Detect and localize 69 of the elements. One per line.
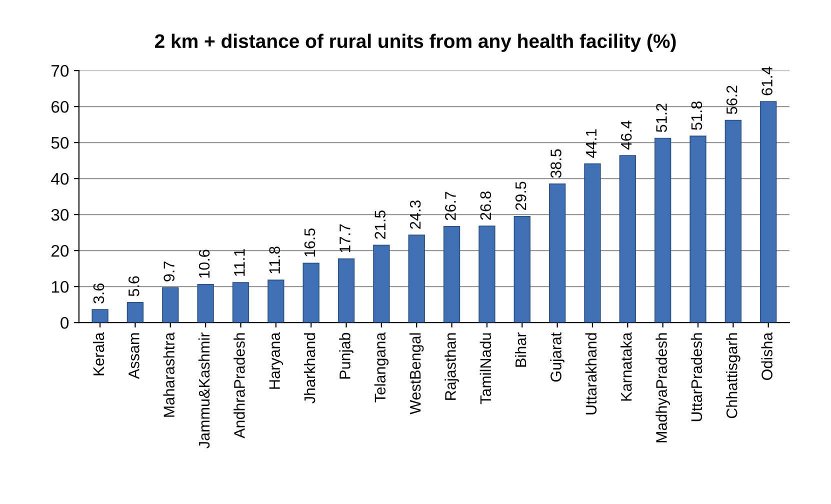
bar [338,258,355,323]
data-label: 17.7 [340,224,350,252]
data-label: 5.6 [128,276,140,296]
y-tick-label: 70 [52,64,69,77]
data-label: 26.7 [445,192,456,220]
x-tick-label: Uttarakhand [585,333,597,414]
data-label: 24.3 [410,200,421,229]
y-tick-label: 60 [52,100,69,113]
bar [92,309,108,323]
bar [724,120,742,323]
bar [514,216,530,323]
x-tick-label: WestBengal [409,333,424,414]
bar [619,155,636,323]
y-tick-label: 50 [51,136,69,149]
data-label: 3.6 [93,283,104,304]
data-label: 9.7 [164,262,174,282]
bar [443,226,460,323]
data-label: 26.8 [480,191,492,220]
bar [126,302,144,323]
chart-title: 2 km + distance of rural units from any health facility (%) [154,34,676,52]
y-tick-label: 10 [52,280,69,293]
x-tick-label: Punjab [339,332,354,379]
bar [268,280,284,323]
bar [373,244,390,323]
bar [478,226,496,323]
y-tick-label: 30 [51,208,69,221]
data-label: 16.5 [304,228,316,256]
x-tick-label: UttarPradesh [690,333,702,422]
data-label: 29.5 [515,182,526,210]
y-tick-label: 0 [60,316,69,329]
data-label: 56.2 [726,86,738,114]
x-tick-label: Kerala [92,332,104,376]
data-label: 11.8 [269,246,280,274]
x-tick-label: Jammu&Kashmir [198,332,210,448]
x-tick-label: Odisha [761,332,772,380]
x-tick-label: TamilNadu [480,333,492,404]
bar [584,163,601,323]
x-tick-label: Jharkhand [304,333,316,404]
data-label: 51.8 [691,101,702,130]
bar [302,262,320,323]
bar [232,282,250,323]
data-label: 21.5 [374,210,386,239]
bar [197,284,214,323]
data-label: 46.4 [620,120,632,150]
bar [654,138,672,323]
bar [408,234,425,323]
y-tick-label: 40 [51,172,69,185]
x-tick-label: Bihar [515,332,526,367]
data-label: 38.5 [550,149,562,178]
x-tick-label: Haryana [269,332,284,389]
x-tick-label: Rajasthan [444,333,459,400]
y-tick-label: 20 [52,244,69,257]
x-tick-label: Karnataka [620,332,632,401]
data-label: 10.6 [198,250,210,278]
bar [760,101,777,323]
x-tick-label: MadhyaPradesh [656,333,670,442]
x-tick-label: Maharashtra [163,332,174,417]
data-label: 51.2 [656,104,667,132]
x-tick-label: Gujarat [550,332,564,382]
data-label: 11.1 [234,249,245,276]
x-tick-label: AndhraPradesh [234,333,245,438]
x-tick-label: Telangana [374,332,389,402]
bar [690,136,706,323]
bar [548,184,566,323]
data-label: 61.4 [762,66,772,96]
bar [162,287,179,323]
data-label: 44.1 [586,129,596,158]
x-tick-label: Assam [128,333,140,379]
x-tick-label: Chhattisgarh [726,333,740,418]
